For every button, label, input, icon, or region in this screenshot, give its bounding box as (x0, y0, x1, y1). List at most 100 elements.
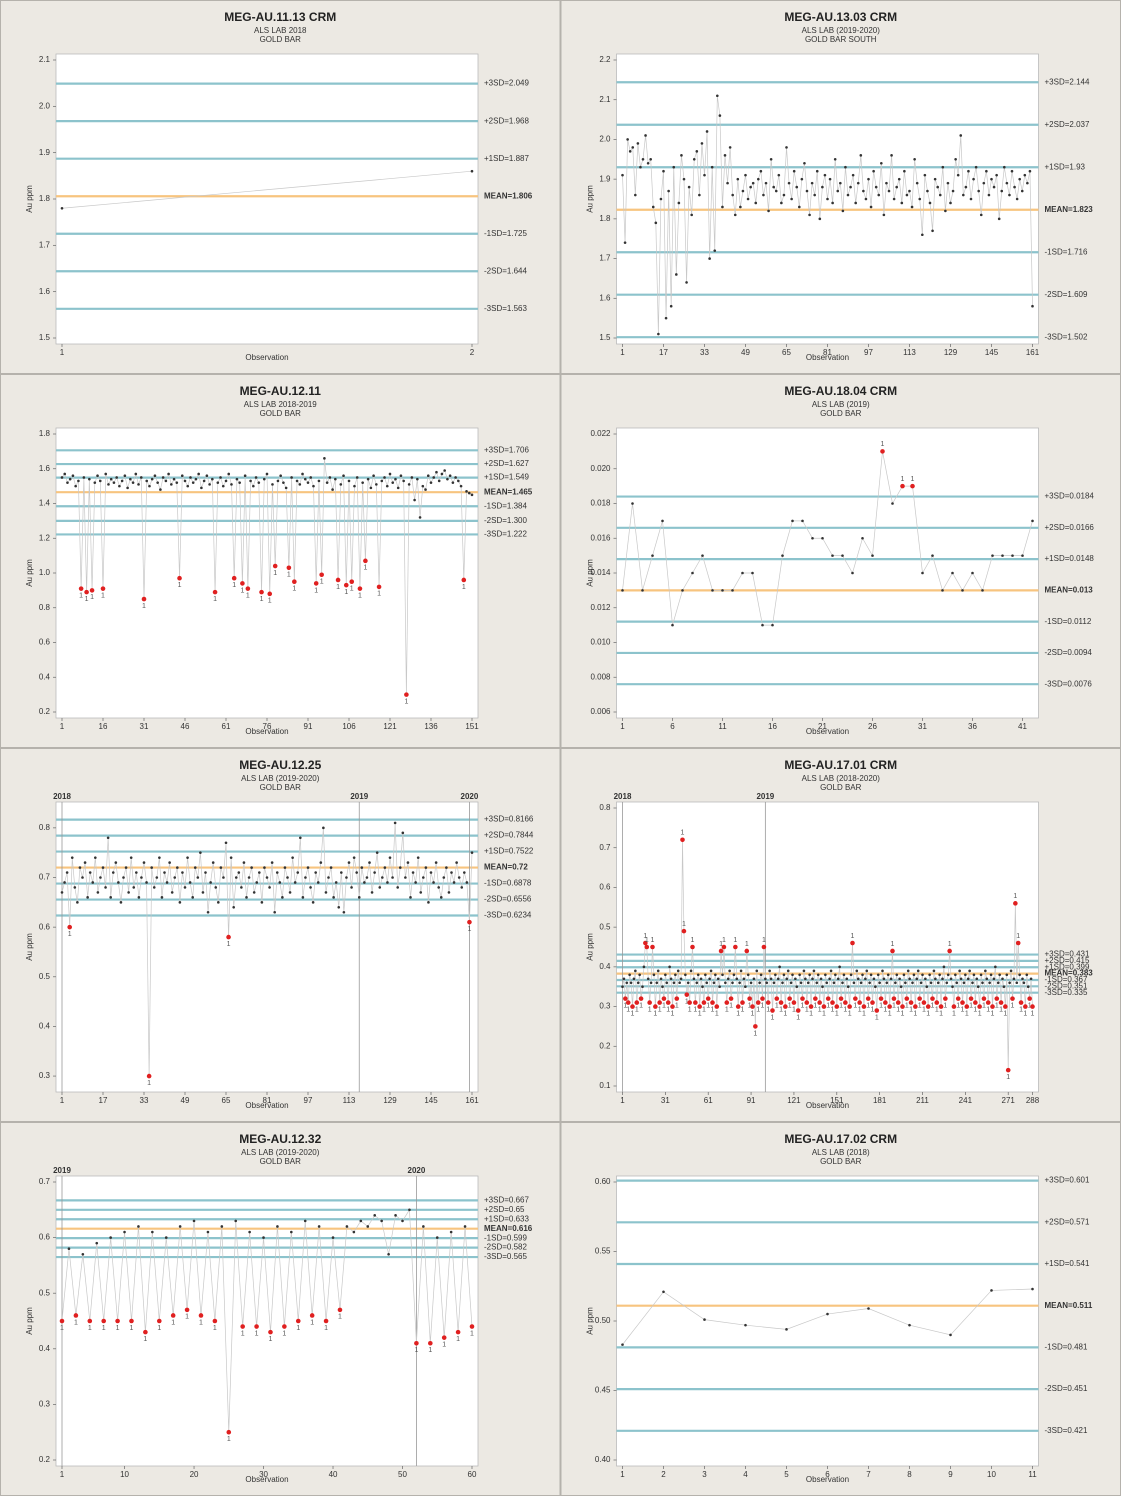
data-point (701, 985, 704, 989)
flag-label: 1 (978, 1010, 982, 1017)
data-point (785, 146, 788, 149)
data-point (181, 871, 184, 874)
flag-label: 1 (1019, 1006, 1023, 1013)
y-tick-label: 1.2 (39, 533, 51, 542)
data-point (118, 484, 121, 488)
data-point (117, 881, 120, 884)
data-point (189, 476, 192, 479)
flagged-point (653, 1004, 658, 1009)
control-limit-label: +3SD=2.049 (484, 79, 529, 88)
data-point (661, 985, 664, 989)
flagged-point (847, 1004, 852, 1009)
data-point (982, 181, 986, 185)
x-tick-label: 121 (787, 1096, 801, 1105)
flag-label: 1 (851, 933, 855, 940)
data-point (435, 470, 438, 474)
data-point (281, 896, 284, 899)
data-point (904, 981, 907, 985)
data-point (752, 977, 756, 981)
data-point (363, 881, 366, 884)
control-limit-label: +1SD=0.7522 (484, 847, 534, 856)
data-point (359, 1219, 363, 1223)
y-tick-label: 2.1 (39, 55, 51, 64)
data-point (739, 969, 743, 973)
data-point (350, 886, 353, 889)
flag-label: 1 (116, 1325, 120, 1332)
flag-label: 1 (922, 1006, 926, 1013)
data-point (424, 488, 427, 491)
data-point (68, 477, 72, 481)
y-tick-label: 1.5 (39, 333, 51, 342)
flagged-point (129, 1318, 134, 1324)
data-point (679, 977, 683, 981)
flag-label: 1 (822, 1010, 826, 1017)
data-point (78, 866, 82, 869)
data-point (841, 554, 844, 557)
flag-label: 1 (296, 1325, 300, 1332)
flag-label: 1 (805, 1006, 809, 1013)
data-point (345, 1225, 349, 1228)
data-point (685, 281, 688, 284)
data-point (718, 114, 722, 117)
chart-subtitle: ALS LAB 2018-2019 (244, 400, 317, 409)
data-point (137, 1225, 140, 1228)
flagged-point (337, 1307, 343, 1313)
data-point (862, 189, 865, 193)
flagged-point (428, 1340, 433, 1346)
flag-label: 1 (666, 1006, 670, 1013)
data-point (724, 981, 727, 985)
data-point (283, 866, 287, 869)
flagged-point (913, 1004, 918, 1009)
data-point (728, 146, 732, 149)
data-point (669, 977, 673, 981)
data-point (654, 221, 658, 225)
flag-label: 1 (470, 1330, 474, 1337)
data-point (680, 154, 683, 157)
flagged-point (1027, 996, 1032, 1001)
control-limit-label: -1SD=0.0112 (1045, 617, 1092, 626)
flagged-point (146, 1073, 152, 1079)
data-point (677, 201, 681, 205)
flagged-point (900, 483, 905, 489)
control-limit-label: -3SD=0.0076 (1045, 679, 1093, 688)
flagged-point (254, 1324, 259, 1329)
y-tick-label: 0.8 (39, 823, 51, 832)
flagged-point (363, 558, 368, 564)
data-point (880, 161, 883, 165)
y-tick-label: 0.018 (590, 499, 611, 508)
flag-label: 1 (363, 565, 367, 572)
data-point (380, 1219, 383, 1223)
data-point (672, 165, 676, 169)
data-point (710, 165, 714, 169)
data-point (463, 1225, 467, 1228)
flag-label: 1 (875, 1014, 879, 1021)
data-point (1015, 981, 1019, 985)
flag-label: 1 (287, 572, 291, 579)
x-axis-label: Observation (245, 727, 288, 736)
flagged-point (657, 1000, 662, 1005)
data-point (454, 476, 457, 479)
data-point (220, 1225, 224, 1228)
data-point (841, 981, 844, 985)
flag-label: 1 (693, 1006, 697, 1013)
data-point (1005, 181, 1009, 185)
y-tick-label: 0.60 (595, 1177, 611, 1186)
data-point (312, 484, 315, 488)
data-point (831, 201, 834, 205)
data-point (819, 977, 823, 981)
flagged-point (955, 996, 961, 1001)
flagged-point (231, 575, 237, 581)
control-limit-label: +3SD=0.8166 (484, 815, 534, 824)
flag-label: 1 (213, 1325, 217, 1332)
data-point (667, 189, 670, 193)
data-point (649, 157, 652, 161)
flag-label: 1 (688, 1006, 692, 1013)
y-tick-label: 2.0 (39, 101, 51, 110)
data-point (834, 973, 837, 977)
data-point (657, 332, 660, 336)
data-point (869, 973, 873, 977)
flagged-point (272, 563, 278, 569)
flagged-point (728, 996, 734, 1001)
data-point (247, 876, 251, 879)
x-tick-label: 26 (868, 722, 877, 731)
